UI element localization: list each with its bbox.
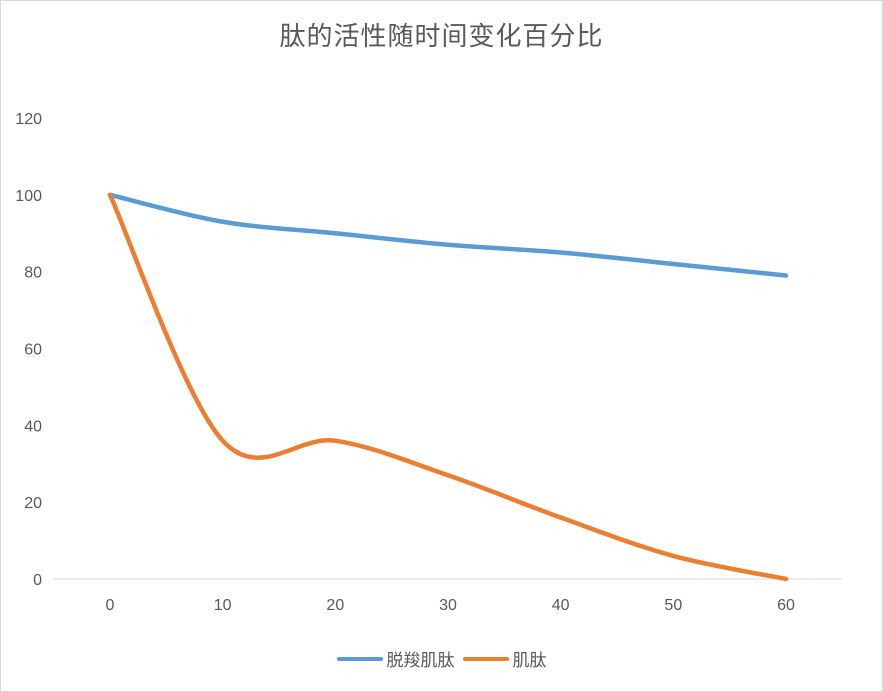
chart-title: 肽的活性随时间变化百分比 <box>279 22 604 52</box>
x-tick-label: 20 <box>326 597 344 614</box>
y-tick-label: 40 <box>24 418 42 435</box>
x-tick-label: 30 <box>439 597 457 614</box>
x-tick-label: 0 <box>106 597 115 614</box>
x-axis-tick-labels: 0 10 20 30 40 50 60 <box>106 597 795 614</box>
series-line-1 <box>107 192 789 582</box>
legend-item-series-0: 脱羧肌肽 <box>336 646 455 671</box>
x-tick-label: 60 <box>777 597 795 614</box>
y-tick-label: 100 <box>15 188 42 205</box>
x-tick-label: 10 <box>214 597 232 614</box>
x-tick-label: 50 <box>664 597 682 614</box>
legend-label: 肌肽 <box>512 651 547 671</box>
legend-label: 脱羧肌肽 <box>386 651 455 671</box>
y-axis-tick-labels: 0 20 40 60 80 100 120 <box>15 111 42 589</box>
legend-item-series-1: 肌肽 <box>462 646 547 671</box>
series-line-0 <box>107 192 789 278</box>
series-lines <box>107 192 789 582</box>
y-tick-label: 0 <box>33 572 42 589</box>
legend-swatch <box>462 656 509 661</box>
y-tick-label: 20 <box>24 495 42 512</box>
y-tick-label: 60 <box>24 342 42 359</box>
x-tick-label: 40 <box>552 597 570 614</box>
y-tick-label: 120 <box>15 111 42 128</box>
legend-swatch <box>336 656 383 661</box>
chart-legend: 脱羧肌肽 肌肽 <box>0 646 883 671</box>
y-tick-label: 80 <box>24 265 42 282</box>
